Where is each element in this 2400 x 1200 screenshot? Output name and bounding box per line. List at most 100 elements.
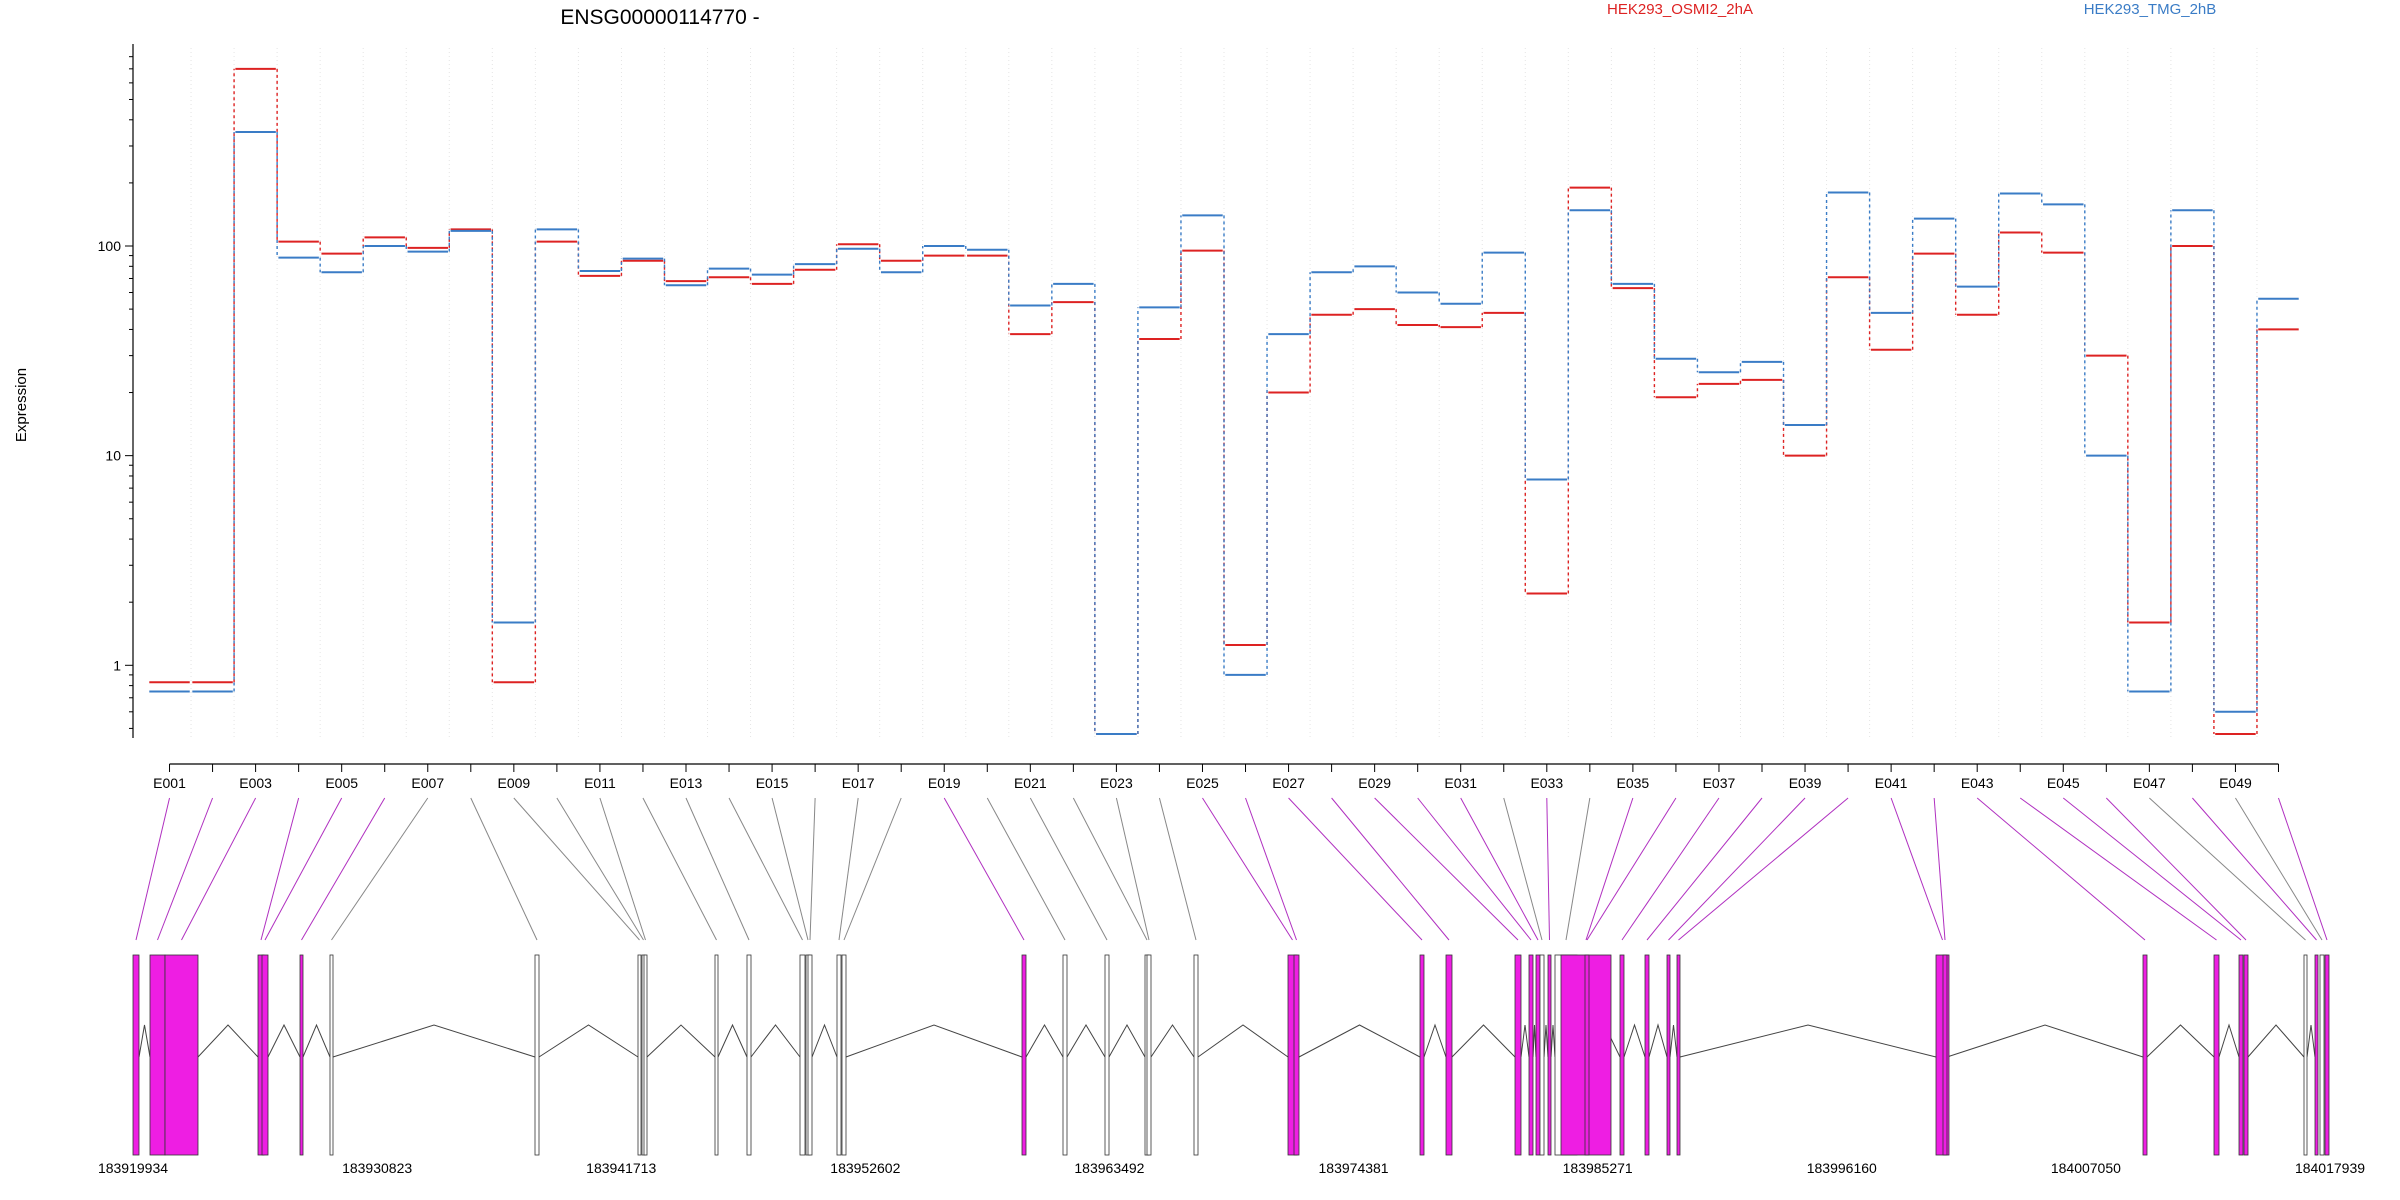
exon-block: [2319, 954, 2325, 1156]
exon-connector: [135, 797, 171, 941]
y-tick-label: 1: [113, 657, 121, 673]
exon-connector: [771, 797, 809, 941]
exon-connector: [556, 797, 644, 941]
intron-line: [1543, 1024, 1549, 1058]
exon-block: [1514, 954, 1522, 1156]
exon-block: [1644, 954, 1650, 1156]
x-tick-label: E033: [1530, 775, 1563, 791]
exon-block: [1445, 954, 1453, 1156]
intron-line: [1150, 1024, 1195, 1058]
intron-line: [1946, 1024, 2144, 1058]
exon-connector: [838, 797, 859, 941]
genomic-coordinate-label: 183941713: [586, 1160, 656, 1176]
exon-connector: [1115, 797, 1150, 941]
y-axis-label: Expression: [13, 368, 30, 442]
genomic-coordinate-label: 183974381: [1319, 1160, 1389, 1176]
exon-block: [1419, 954, 1425, 1156]
exon-connector: [1678, 797, 1849, 941]
exon-connector: [1933, 797, 1946, 941]
intron-line: [1025, 1024, 1064, 1058]
exon-block: [2238, 954, 2244, 1156]
exon-connector: [599, 797, 646, 941]
exon-connector: [728, 797, 803, 941]
exon-connector: [2105, 797, 2247, 941]
exon-connector: [1245, 797, 1297, 941]
x-tick-label: E041: [1875, 775, 1908, 791]
exon-block: [1146, 954, 1152, 1156]
exon-block: [2243, 954, 2249, 1156]
exon-block: [149, 954, 166, 1156]
intron-line: [2218, 1023, 2240, 1058]
intron-line: [750, 1024, 801, 1058]
exon-connector: [260, 797, 300, 941]
exon-connector: [1374, 797, 1519, 941]
x-tick-label: E013: [670, 775, 703, 791]
exon-connector: [843, 797, 902, 941]
intron-line: [1451, 1024, 1516, 1058]
intron-line: [2146, 1024, 2215, 1058]
exon-block: [1619, 954, 1625, 1156]
intron-line: [1550, 1024, 1556, 1058]
gene-model: [132, 954, 2330, 1156]
intron-line: [2247, 1024, 2305, 1058]
intron-line: [1520, 1024, 1530, 1058]
exon-connector: [1586, 797, 1677, 941]
intron-line: [1197, 1024, 1289, 1058]
genomic-coordinate-label: 183963492: [1074, 1160, 1144, 1176]
exon-connector: [331, 797, 429, 941]
intron-line: [2306, 1024, 2316, 1058]
exon-block: [2213, 954, 2220, 1156]
exon-connector: [2278, 797, 2328, 941]
x-tick-label: E003: [239, 775, 272, 791]
exon-block: [1104, 954, 1110, 1156]
exon-block: [261, 954, 269, 1156]
x-tick-label: E025: [1186, 775, 1219, 791]
exon-block: [746, 954, 752, 1156]
exon-block: [1666, 954, 1671, 1156]
exon-connector: [1565, 797, 1591, 941]
exon-connector: [1668, 797, 1806, 941]
x-tick-label: E019: [928, 775, 961, 791]
x-tick-label: E049: [2219, 775, 2252, 791]
x-tick-label: E005: [325, 775, 358, 791]
genomic-coordinate-label: 183985271: [1563, 1160, 1633, 1176]
intron-line: [1066, 1024, 1106, 1058]
intron-line: [1423, 1023, 1447, 1058]
exon-block: [1547, 954, 1552, 1156]
exon-connector: [1288, 797, 1423, 941]
exon-block: [1676, 954, 1681, 1156]
x-tick-label: E007: [411, 775, 444, 791]
intron-line: [1669, 1024, 1678, 1058]
exon-connector: [809, 797, 816, 941]
exon-block: [836, 954, 842, 1156]
legend-series-2: HEK293_TMG_2hB: [2084, 1, 2217, 18]
intron-line: [1298, 1024, 1421, 1058]
intron-line: [646, 1024, 716, 1058]
exon-connector: [1503, 797, 1543, 941]
exon-block: [1535, 954, 1541, 1156]
intron-line: [332, 1024, 536, 1058]
genomic-coordinate-label: 183996160: [1807, 1160, 1877, 1176]
grid-lines: [190, 48, 2258, 738]
intron-line: [811, 1023, 838, 1058]
series-lines: [149, 67, 2299, 736]
exon-block: [132, 954, 140, 1156]
exon-connector: [1417, 797, 1532, 941]
exon-connector: [1158, 797, 1197, 941]
y-tick-label: 100: [98, 238, 122, 254]
exon-block: [2142, 954, 2148, 1156]
exon-block: [1062, 954, 1068, 1156]
genomic-axis: 183919934 183930823 183941713 183952602 1839…: [98, 1160, 2365, 1176]
exon-block: [2303, 954, 2308, 1156]
x-tick-label: E045: [2047, 775, 2080, 791]
exon-connector: [986, 797, 1066, 941]
intron-line: [1108, 1023, 1146, 1058]
exon-block: [1528, 954, 1534, 1156]
intron-line: [302, 1023, 331, 1058]
exon-connector: [2062, 797, 2242, 941]
exon-block: [1942, 954, 1948, 1156]
exon-connector: [1331, 797, 1450, 941]
x-tick-label: E021: [1014, 775, 1047, 791]
legend-series-1: HEK293_OSMI2_2hA: [1607, 1, 1753, 18]
exon-connector: [513, 797, 640, 941]
